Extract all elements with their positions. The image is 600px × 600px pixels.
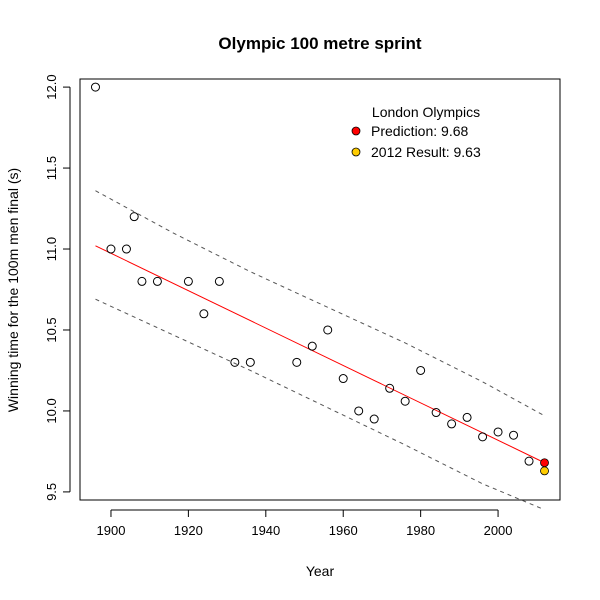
legend: London Olympics Prediction: 9.68 2012 Res… bbox=[351, 104, 481, 160]
data-point bbox=[307, 341, 317, 351]
y-tick-label: 12.0 bbox=[44, 74, 59, 99]
data-point bbox=[230, 357, 240, 367]
highlight-point bbox=[540, 458, 549, 468]
data-point bbox=[323, 325, 333, 335]
legend-marker bbox=[351, 147, 361, 157]
y-tick-label: 10.5 bbox=[44, 317, 59, 342]
y-tick-label: 11.5 bbox=[44, 156, 59, 180]
y-tick-label: 10.0 bbox=[44, 398, 59, 423]
y-tick-label: 11.0 bbox=[44, 237, 59, 261]
prediction-interval-line bbox=[95, 298, 545, 511]
prediction-interval-line bbox=[95, 190, 545, 417]
legend-entry-label: Prediction: 9.68 bbox=[371, 123, 468, 139]
data-point bbox=[106, 244, 116, 254]
data-point bbox=[400, 396, 410, 406]
data-point bbox=[509, 430, 519, 440]
legend-entry-label: 2012 Result: 9.63 bbox=[371, 144, 481, 160]
data-point bbox=[354, 406, 364, 416]
data-point bbox=[199, 309, 209, 319]
x-tick-label: 1980 bbox=[406, 523, 435, 538]
data-point bbox=[152, 276, 162, 286]
data-point bbox=[183, 276, 193, 286]
data-point bbox=[478, 432, 488, 442]
plot-frame bbox=[79, 78, 561, 501]
y-axis: 9.5 10.0 10.5 11.0 11.5 12.0 bbox=[44, 74, 71, 501]
data-point bbox=[245, 357, 255, 367]
highlight-point bbox=[540, 466, 549, 476]
x-tick-label: 1960 bbox=[329, 523, 358, 538]
data-point bbox=[292, 357, 302, 367]
data-point bbox=[129, 212, 139, 222]
data-point bbox=[524, 456, 534, 466]
legend-title: London Olympics bbox=[372, 104, 480, 120]
x-tick-label: 1940 bbox=[251, 523, 280, 538]
x-tick-label: 2000 bbox=[484, 523, 513, 538]
data-point bbox=[214, 276, 224, 286]
data-point bbox=[385, 383, 395, 393]
data-point bbox=[369, 414, 379, 424]
data-point bbox=[121, 244, 131, 254]
y-axis-label: Winning time for the 100m men final (s) bbox=[5, 168, 21, 412]
y-tick-label: 9.5 bbox=[44, 483, 59, 501]
chart-title: Olympic 100 metre sprint bbox=[218, 34, 421, 53]
data-point bbox=[338, 374, 348, 384]
data-point bbox=[447, 419, 457, 429]
x-tick-label: 1920 bbox=[174, 523, 203, 538]
x-axis-label: Year bbox=[306, 563, 335, 579]
plot-area bbox=[90, 82, 549, 511]
data-point bbox=[416, 365, 426, 375]
regression-line bbox=[95, 245, 545, 464]
data-point bbox=[493, 427, 503, 437]
data-point bbox=[90, 82, 100, 92]
x-tick-label: 1900 bbox=[97, 523, 126, 538]
x-axis: 1900 1920 1940 1960 1980 2000 bbox=[97, 509, 513, 538]
data-point bbox=[462, 412, 472, 422]
data-point bbox=[137, 276, 147, 286]
legend-marker bbox=[351, 126, 361, 136]
data-point bbox=[431, 408, 441, 418]
